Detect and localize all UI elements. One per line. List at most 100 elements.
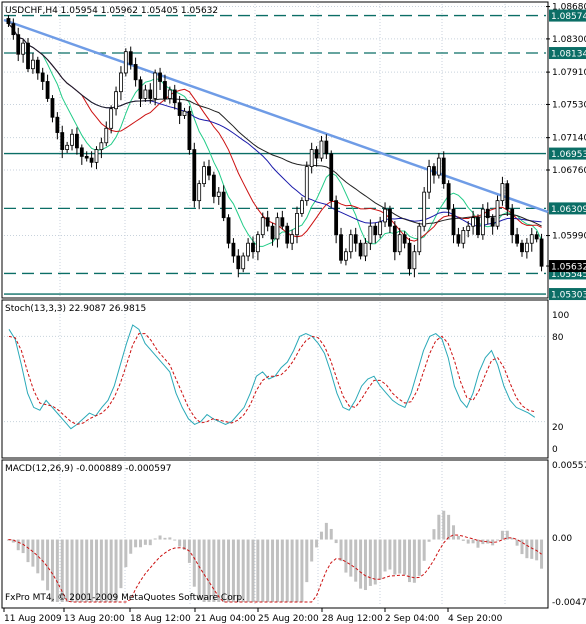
candle-body xyxy=(529,234,534,244)
price-label: 1.08680 xyxy=(552,3,586,13)
macd-bar xyxy=(85,539,89,602)
candle-body xyxy=(471,217,475,227)
macd-bar xyxy=(134,539,138,548)
macd-bar xyxy=(129,539,133,554)
macd-bar xyxy=(65,539,69,602)
level-badge-text: 1.08574 xyxy=(551,12,586,22)
candle-body xyxy=(280,217,285,227)
candle-body xyxy=(417,225,422,253)
macd-bar xyxy=(236,539,240,602)
macd-bar xyxy=(104,539,108,602)
macd-bar xyxy=(222,539,226,602)
macd-bar xyxy=(246,539,250,602)
candle-body xyxy=(422,191,427,227)
candle-body xyxy=(309,149,314,168)
macd-bar xyxy=(109,539,113,602)
macd-bar xyxy=(412,539,416,583)
level-badges: 1.08574 1.08134 1.06953 1.06309 1.05545 1.053… xyxy=(549,9,586,301)
macd-bar xyxy=(305,539,309,583)
candle-body xyxy=(192,149,197,202)
macd-signal-line xyxy=(8,534,542,603)
price-label: 1.07910 xyxy=(552,68,586,78)
candle-body xyxy=(368,225,373,244)
macd-bar xyxy=(202,539,206,602)
candle-body xyxy=(451,208,456,236)
macd-header: MACD(12,26,9) -0.000889 -0.000597 xyxy=(5,464,171,474)
macd-bar xyxy=(217,539,221,602)
candle-body xyxy=(299,200,304,214)
candle-body xyxy=(495,200,500,227)
macd-bar xyxy=(393,539,397,575)
macd-label-top: 0.00557 xyxy=(552,461,586,471)
candle-body xyxy=(133,64,138,81)
macd-bar xyxy=(70,539,74,602)
candle-body xyxy=(94,149,99,163)
macd-bar xyxy=(476,539,480,548)
candle-body xyxy=(226,217,231,244)
macd-bar xyxy=(41,539,45,581)
candle-body xyxy=(89,157,94,163)
macd-bar xyxy=(271,539,275,602)
candle-body xyxy=(207,166,211,176)
candle-body xyxy=(177,102,182,116)
candle-body xyxy=(383,208,387,223)
macd-bar xyxy=(50,539,54,602)
level-badge xyxy=(549,202,586,215)
macd-bar xyxy=(227,539,231,602)
macd-bar xyxy=(46,539,50,591)
current-price-text: 1.05632 xyxy=(551,263,586,273)
macd-bar xyxy=(153,538,157,540)
macd-bar xyxy=(207,539,211,602)
macd-bar xyxy=(344,539,348,573)
stochastic-lines xyxy=(8,324,536,430)
candle-body xyxy=(456,234,461,244)
candle-body xyxy=(265,217,270,227)
candle-body xyxy=(290,234,295,244)
macd-bar xyxy=(90,539,94,602)
level-badge-text: 1.05545 xyxy=(551,270,586,280)
macd-bar xyxy=(275,539,279,602)
sma-slow-line xyxy=(8,23,542,227)
macd-bar xyxy=(349,539,353,577)
horizontal-levels[interactable] xyxy=(4,14,546,295)
candle-body xyxy=(246,242,251,257)
candle-body xyxy=(388,208,392,227)
candle-body xyxy=(119,72,123,93)
trendline[interactable] xyxy=(3,18,549,214)
candle-body xyxy=(363,242,368,257)
candle-body xyxy=(153,72,158,99)
macd-bar xyxy=(471,539,475,544)
candle-body xyxy=(397,234,402,253)
macd-bar xyxy=(334,539,338,544)
candle-body xyxy=(466,225,471,231)
level-badge-text: 1.08134 xyxy=(551,50,586,60)
level-badge xyxy=(549,288,586,301)
macd-bar xyxy=(261,539,265,602)
candle-body xyxy=(427,166,431,193)
time-axis: 11 Aug 2009 13 Aug 20:00 18 Aug 12:00 21 Au… xyxy=(3,608,503,624)
sma-fast-line xyxy=(8,23,543,247)
candle-body xyxy=(505,183,510,210)
candle-body xyxy=(378,221,383,236)
macd-bar xyxy=(266,539,270,602)
macd-bar xyxy=(339,539,343,562)
candle-body xyxy=(329,153,334,202)
price-label: 1.07530 xyxy=(552,100,586,110)
candle-body xyxy=(334,200,339,236)
macd-bar xyxy=(280,539,284,602)
macd-bar xyxy=(461,539,465,541)
macd-bar xyxy=(481,539,485,545)
candle-body xyxy=(236,255,241,270)
candle-body xyxy=(295,213,299,236)
macd-bar xyxy=(500,530,504,540)
stoch-label-80: 80 xyxy=(552,333,564,343)
macd-bar xyxy=(329,528,333,540)
candle-body xyxy=(407,242,412,270)
macd-bar xyxy=(530,539,534,559)
candle-body xyxy=(412,251,417,270)
candle-body xyxy=(99,142,104,150)
stoch-main-line xyxy=(8,324,536,430)
time-label: 11 Aug 2009 xyxy=(4,614,62,624)
